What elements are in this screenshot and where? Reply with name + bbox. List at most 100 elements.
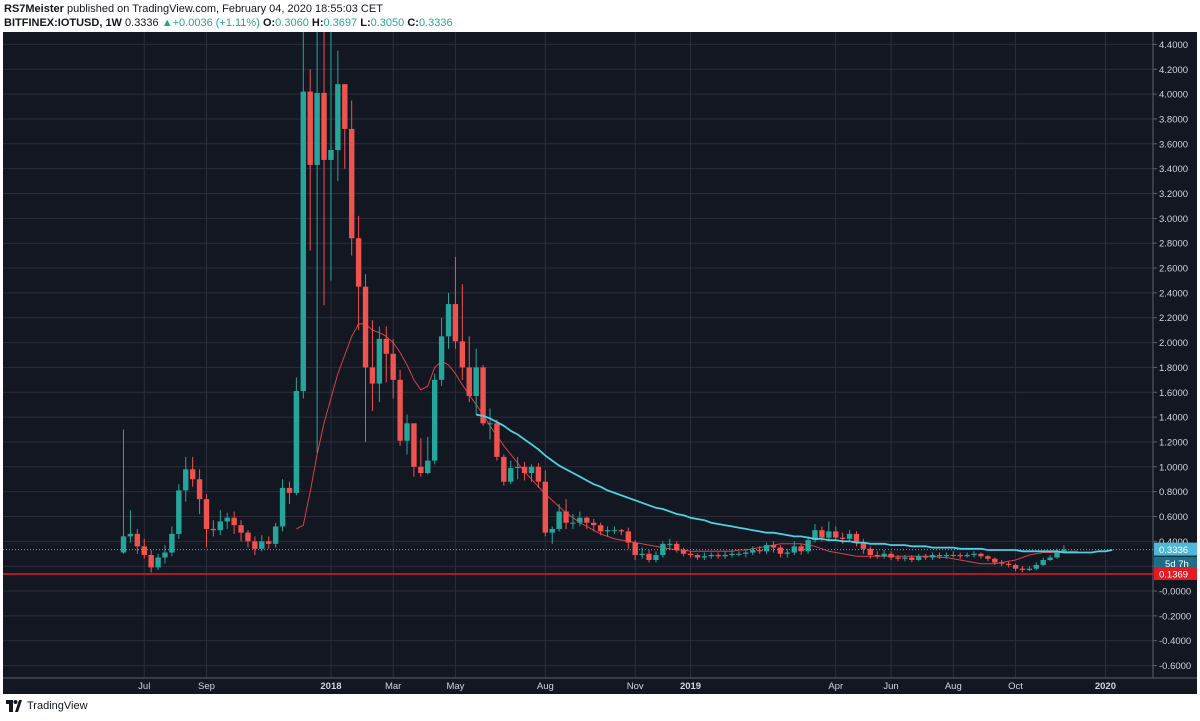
candle-body <box>971 553 977 556</box>
candle-body <box>985 556 991 559</box>
candle-body <box>639 553 645 556</box>
price-axis-label: -0.4000 <box>1159 636 1191 647</box>
candle-body <box>798 546 804 552</box>
candle-body <box>127 533 134 537</box>
candle-body <box>473 367 479 396</box>
price-axis-label: 3.4000 <box>1159 164 1188 175</box>
price-axis-label: 2.8000 <box>1159 239 1188 250</box>
candle-body <box>895 557 901 559</box>
candle-body <box>936 555 943 557</box>
candle-body <box>445 304 452 337</box>
price-axis-label: 2.4000 <box>1159 288 1188 299</box>
candle-body <box>1019 568 1026 570</box>
candle-body <box>667 543 673 545</box>
candle-body <box>293 391 300 493</box>
chart-frame[interactable]: 4.4000 4.2000 4.0000 3.8000 3.6000 3.4000 3.20… <box>3 32 1197 694</box>
candle-body <box>120 536 127 553</box>
last-price-tag-label: 0.3336 <box>1159 545 1188 556</box>
candle-body <box>307 91 313 165</box>
candle-body <box>964 555 970 557</box>
candle-body <box>252 541 258 549</box>
candle-body <box>597 525 604 532</box>
candle-body <box>660 543 666 556</box>
price-axis-label: 3.6000 <box>1159 139 1188 150</box>
candle-body <box>355 238 362 287</box>
candle-body <box>1005 563 1012 565</box>
candle-body <box>300 91 306 392</box>
candle-body <box>501 456 507 482</box>
candle-body <box>618 530 625 532</box>
candle-body <box>189 469 196 480</box>
candle-body <box>916 556 922 560</box>
countdown-tag-label: 5d 7h <box>1165 559 1189 570</box>
candle-body <box>653 555 659 560</box>
candle-body <box>266 541 272 544</box>
close-label: C: <box>407 17 419 29</box>
candle-body <box>680 550 687 554</box>
candle-body <box>736 553 742 555</box>
author-name[interactable]: RS7Meister <box>4 3 64 15</box>
candle-body <box>999 562 1005 564</box>
open-value: 0.3060 <box>275 17 309 29</box>
time-axis-label: Mar <box>385 681 401 692</box>
price-axis-label: 2.6000 <box>1159 264 1188 275</box>
candle-body <box>514 466 521 469</box>
candle-body <box>584 517 590 523</box>
candle-body <box>1054 552 1060 558</box>
candle-body <box>805 540 811 552</box>
support-tag-label: 0.1369 <box>1159 570 1188 581</box>
candle-body <box>1012 564 1019 569</box>
candle-body <box>390 353 396 380</box>
price-chart[interactable]: 4.4000 4.2000 4.0000 3.8000 3.6000 3.4000 3.20… <box>3 32 1197 694</box>
candle-body <box>909 557 915 560</box>
candle-body <box>466 367 472 396</box>
chart-background <box>3 32 1197 694</box>
candle-body <box>459 341 466 368</box>
symbol-interval[interactable]: BITFINEX:IOTUSD, 1W <box>4 17 122 29</box>
candle-body <box>881 553 887 557</box>
candle-body <box>335 84 341 151</box>
price-axis-label: 4.0000 <box>1159 90 1188 101</box>
candle-body <box>279 487 286 527</box>
price-axis-label: 4.2000 <box>1159 65 1188 76</box>
candle-body <box>418 466 424 474</box>
candle-body <box>342 84 348 129</box>
candle-body <box>328 150 334 160</box>
time-axis-label: Nov <box>627 681 644 692</box>
time-axis-label: 2020 <box>1095 681 1116 692</box>
candle-body <box>743 552 749 554</box>
candle-body <box>224 517 230 522</box>
time-axis-label: Sep <box>198 681 215 692</box>
time-axis-label: Aug <box>537 681 554 692</box>
price-axis-label: 4.4000 <box>1159 40 1188 51</box>
price-axis-label: 0.6000 <box>1159 512 1188 523</box>
candle-body <box>860 542 867 549</box>
candle-body <box>369 367 376 384</box>
time-axis-label: 2018 <box>320 681 341 692</box>
candle-body <box>867 548 874 556</box>
price-axis-label: 1.4000 <box>1159 413 1188 424</box>
candle-body <box>411 423 417 467</box>
candle-body <box>570 522 576 524</box>
candle-body <box>839 537 846 539</box>
candle-body <box>425 460 431 474</box>
candle-body <box>487 423 493 425</box>
moving-average-long <box>476 413 1113 554</box>
publication-info: published on TradingView.com, February 0… <box>66 3 383 15</box>
candle-body <box>259 541 265 549</box>
candle-body <box>611 530 618 532</box>
candle-body <box>950 555 956 557</box>
price-axis-label: 3.8000 <box>1159 114 1188 125</box>
countdown-tag <box>1154 556 1197 570</box>
price-axis-label: 2.2000 <box>1159 313 1188 324</box>
tradingview-brand[interactable]: TradingView <box>6 700 88 712</box>
symbol-ohlc-line: BITFINEX:IOTUSD, 1W 0.3336 ▲+0.0036 (+1.… <box>4 17 453 29</box>
candle-body <box>528 466 535 474</box>
candle-body <box>1040 559 1046 565</box>
candle-body <box>480 367 486 424</box>
price-axis-label: 3.0000 <box>1159 214 1188 225</box>
price-axis-label: 1.8000 <box>1159 363 1188 374</box>
candle-body <box>819 530 825 538</box>
close-value: 0.3336 <box>418 17 453 29</box>
candle-body <box>556 511 562 529</box>
